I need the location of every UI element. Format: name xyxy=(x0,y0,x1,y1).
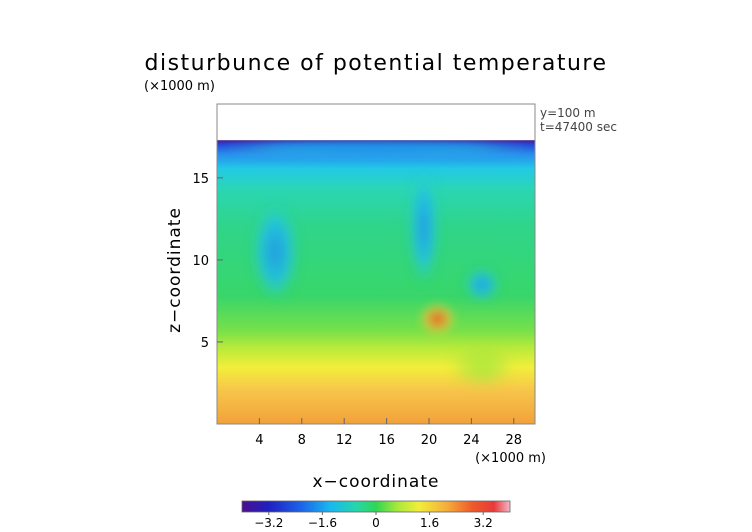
cool-tongue-left xyxy=(251,202,299,301)
x-tick-label: 16 xyxy=(378,433,395,448)
x-tick-label: 28 xyxy=(506,433,523,448)
x-axis-label: x−coordinate xyxy=(313,472,440,492)
chart-title: disturbunce of potential temperature xyxy=(145,51,608,76)
colorbar-tick-label: 1.6 xyxy=(420,516,439,530)
colorbar-tick-label: 3.2 xyxy=(474,516,493,530)
colorbar-tick-label: 0 xyxy=(372,516,380,530)
y-tick-label: 15 xyxy=(192,172,209,187)
plot-area: 4 8 12 16 20 24 28 5 10 15 xyxy=(192,103,536,448)
x-tick-label: 12 xyxy=(336,433,353,448)
colorbar: −3.2 −1.6 0 1.6 3.2 xyxy=(241,500,511,530)
warm-core xyxy=(420,304,455,334)
y-scale-note: (×1000 m) xyxy=(144,79,215,94)
warm-plume xyxy=(450,345,514,388)
x-tick-label: 20 xyxy=(421,433,438,448)
x-tick-label: 8 xyxy=(298,433,306,448)
colorbar-tick-label: −3.2 xyxy=(254,516,283,530)
cool-tongue-right xyxy=(465,268,499,301)
cool-tongue-center xyxy=(408,169,439,285)
x-scale-note: (×1000 m) xyxy=(475,451,546,466)
plot-frame xyxy=(216,103,536,425)
y-axis-label: z−coordinate xyxy=(165,207,185,333)
y-tick-label: 10 xyxy=(192,254,209,269)
cool-top-band xyxy=(217,140,535,157)
x-tick-label: 24 xyxy=(463,433,480,448)
annotation-y: y=100 m xyxy=(540,106,596,120)
y-tick-label: 5 xyxy=(201,336,209,351)
x-tick-label: 4 xyxy=(255,433,263,448)
colorbar-tick-label: −1.6 xyxy=(308,516,337,530)
colorbar-gradient xyxy=(241,500,511,513)
annotation-t: t=47400 sec xyxy=(540,120,617,134)
